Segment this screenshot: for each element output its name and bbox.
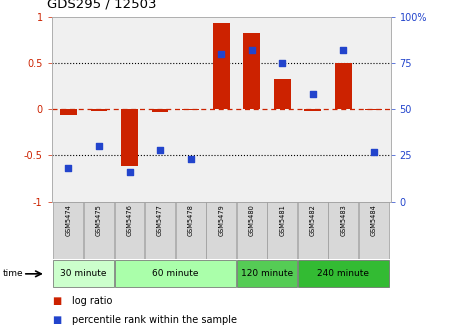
- Bar: [335, 63, 352, 109]
- Bar: [84, 202, 114, 259]
- Bar: [237, 260, 297, 287]
- Point: [340, 47, 347, 53]
- Text: GSM5480: GSM5480: [249, 204, 255, 236]
- Bar: [91, 109, 107, 111]
- Bar: [304, 109, 321, 111]
- Bar: [359, 202, 389, 259]
- Bar: [237, 202, 267, 259]
- Point: [65, 166, 72, 171]
- Bar: [152, 109, 168, 112]
- Bar: [145, 202, 175, 259]
- Point: [95, 143, 102, 149]
- Bar: [53, 202, 84, 259]
- Text: GSM5483: GSM5483: [340, 204, 346, 236]
- Text: GSM5474: GSM5474: [66, 204, 71, 236]
- Point: [126, 169, 133, 175]
- Point: [309, 92, 317, 97]
- Bar: [298, 260, 389, 287]
- Point: [279, 60, 286, 66]
- Bar: [53, 260, 114, 287]
- Text: ■: ■: [52, 316, 61, 325]
- Text: time: time: [2, 269, 23, 278]
- Bar: [213, 23, 229, 109]
- Bar: [267, 202, 297, 259]
- Text: 60 minute: 60 minute: [152, 269, 198, 278]
- Bar: [274, 79, 291, 109]
- Bar: [206, 202, 236, 259]
- Point: [217, 51, 224, 56]
- Bar: [121, 109, 138, 167]
- Point: [156, 147, 163, 153]
- Point: [370, 149, 378, 155]
- Bar: [243, 33, 260, 109]
- Point: [187, 157, 194, 162]
- Bar: [114, 260, 236, 287]
- Bar: [176, 202, 206, 259]
- Bar: [298, 202, 328, 259]
- Text: percentile rank within the sample: percentile rank within the sample: [72, 316, 237, 325]
- Point: [248, 47, 255, 53]
- Text: 240 minute: 240 minute: [317, 269, 369, 278]
- Text: GSM5482: GSM5482: [310, 204, 316, 236]
- Text: log ratio: log ratio: [72, 296, 112, 306]
- Text: GSM5477: GSM5477: [157, 204, 163, 236]
- Text: GDS295 / 12503: GDS295 / 12503: [47, 0, 157, 10]
- Bar: [60, 109, 77, 115]
- Bar: [365, 109, 382, 110]
- Text: GSM5479: GSM5479: [218, 204, 224, 236]
- Bar: [182, 109, 199, 110]
- Text: ■: ■: [52, 296, 61, 306]
- Text: GSM5478: GSM5478: [188, 204, 194, 236]
- Text: GSM5481: GSM5481: [279, 204, 285, 236]
- Text: 30 minute: 30 minute: [61, 269, 107, 278]
- Text: GSM5484: GSM5484: [371, 204, 377, 236]
- Text: GSM5476: GSM5476: [127, 204, 132, 236]
- Bar: [114, 202, 145, 259]
- Text: 120 minute: 120 minute: [241, 269, 293, 278]
- Bar: [328, 202, 358, 259]
- Text: GSM5475: GSM5475: [96, 204, 102, 236]
